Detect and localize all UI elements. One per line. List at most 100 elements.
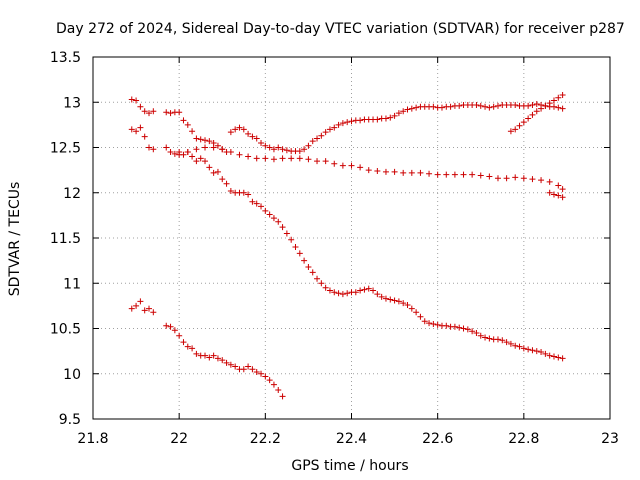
data-point (266, 144, 273, 151)
data-point (253, 368, 260, 375)
data-point (529, 101, 536, 108)
x-tick-label: 22 (170, 431, 188, 447)
data-point (339, 291, 346, 298)
data-point (335, 121, 342, 128)
data-point (314, 275, 321, 282)
data-point (477, 102, 484, 109)
data-point (408, 169, 415, 176)
data-point (357, 287, 364, 294)
data-point (292, 244, 299, 251)
data-point (559, 355, 566, 362)
data-point (469, 328, 476, 335)
data-point (236, 151, 243, 158)
series-track-e (507, 92, 566, 135)
y-tick-label: 13 (63, 95, 81, 111)
y-tick-label: 9.5 (59, 412, 81, 428)
data-point (150, 108, 157, 115)
data-point (387, 296, 394, 303)
data-point (146, 110, 153, 117)
data-point (305, 156, 312, 163)
data-point (167, 323, 174, 330)
data-point (421, 318, 428, 325)
series-track-a (128, 96, 566, 156)
data-point (137, 103, 144, 110)
x-tick-label: 22.8 (508, 431, 539, 447)
data-point (542, 350, 549, 357)
data-point (533, 348, 540, 355)
data-point (520, 345, 527, 352)
data-point (275, 144, 282, 151)
series-track-f (546, 189, 566, 201)
data-point (538, 177, 545, 184)
data-point (305, 263, 312, 270)
data-point (507, 340, 514, 347)
data-point (171, 150, 178, 157)
data-point (288, 236, 295, 243)
data-point (141, 108, 148, 115)
data-point (232, 363, 239, 370)
data-point (477, 332, 484, 339)
data-point (469, 171, 476, 178)
data-point (270, 156, 277, 163)
data-point (270, 381, 277, 388)
y-tick-label: 10.5 (50, 322, 81, 338)
data-point (314, 158, 321, 165)
x-axis-label: GPS time / hours (291, 458, 408, 474)
data-point (460, 171, 467, 178)
data-point (283, 230, 290, 237)
data-point (219, 146, 226, 153)
data-point (516, 343, 523, 350)
data-point (141, 133, 148, 140)
data-point (546, 189, 553, 196)
data-point (206, 138, 213, 145)
data-point (344, 119, 351, 126)
data-point (555, 182, 562, 189)
data-point (374, 116, 381, 123)
data-point (296, 155, 303, 162)
data-point (301, 257, 308, 264)
data-point (408, 105, 415, 112)
data-point (326, 126, 333, 133)
data-point (443, 171, 450, 178)
data-point (206, 354, 213, 361)
data-point (245, 363, 252, 370)
data-point (516, 122, 523, 129)
y-tick-label: 11.5 (50, 231, 81, 247)
data-point (137, 124, 144, 131)
data-point (426, 170, 433, 177)
y-tick-label: 10 (63, 367, 81, 383)
data-point (309, 269, 316, 276)
data-point (550, 103, 557, 110)
data-point (382, 168, 389, 175)
data-point (434, 321, 441, 328)
data-point (219, 357, 226, 364)
data-point (387, 114, 394, 121)
data-point (184, 149, 191, 156)
data-point (451, 323, 458, 330)
data-point (240, 189, 247, 196)
data-point (189, 128, 196, 135)
data-point (486, 335, 493, 342)
y-tick-label: 13.5 (50, 50, 81, 66)
data-point (283, 147, 290, 154)
y-tick-label: 11 (63, 276, 81, 292)
y-axis-label: SDTVAR / TECUs (7, 182, 23, 297)
data-point (417, 313, 424, 320)
data-point (133, 97, 140, 104)
data-point (348, 118, 355, 125)
data-point (400, 169, 407, 176)
data-point (370, 287, 377, 294)
data-point (538, 349, 545, 356)
data-point (391, 112, 398, 119)
data-point (128, 96, 135, 103)
data-point (253, 200, 260, 207)
data-point (486, 173, 493, 180)
data-point (262, 373, 269, 380)
data-point (210, 144, 217, 151)
data-point (430, 103, 437, 110)
data-point (559, 105, 566, 112)
data-point (146, 305, 153, 312)
data-point (550, 191, 557, 198)
data-point (193, 146, 200, 153)
data-point (357, 117, 364, 124)
